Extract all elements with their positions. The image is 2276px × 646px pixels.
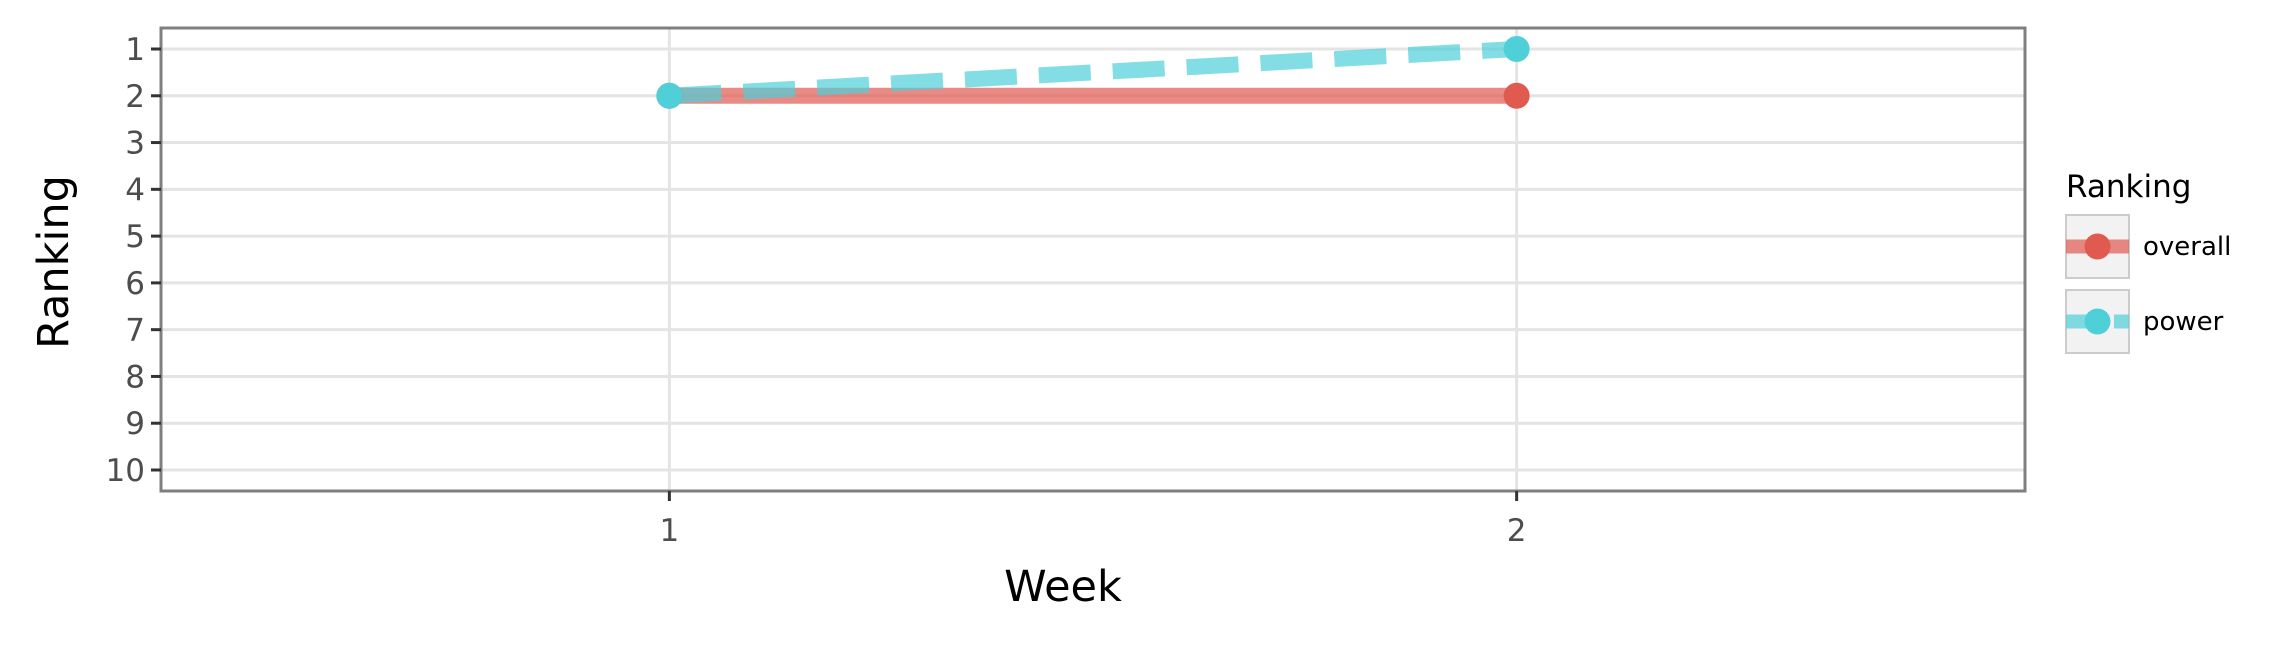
legend-label: power xyxy=(2143,307,2224,337)
series-line-power xyxy=(668,41,1518,104)
legend-key-point xyxy=(2084,308,2111,335)
legend-items: overall power xyxy=(2065,214,2231,354)
legend-label: overall xyxy=(2143,232,2231,262)
y-tick-label: 2 xyxy=(125,79,145,115)
y-tick-label: 5 xyxy=(125,219,145,255)
y-tick-label: 9 xyxy=(125,406,145,442)
legend-title: Ranking xyxy=(2066,169,2191,205)
y-tick-label: 6 xyxy=(125,266,145,302)
point-overall xyxy=(1503,82,1530,109)
data-points xyxy=(656,36,1530,109)
y-tick-label: 3 xyxy=(125,126,145,162)
y-axis-ticks: 1 2 3 4 5 6 7 8 9 10 xyxy=(106,32,161,489)
legend: Ranking overall power xyxy=(2065,169,2231,354)
point-power xyxy=(656,82,683,109)
legend-key-point xyxy=(2084,233,2111,260)
y-tick-label: 1 xyxy=(125,32,145,68)
y-tick-label: 7 xyxy=(125,313,145,349)
x-tick-label: 1 xyxy=(659,513,679,549)
y-axis-label: Ranking xyxy=(29,175,79,349)
y-tick-label: 10 xyxy=(106,453,145,489)
y-tick-label: 4 xyxy=(125,172,145,208)
plot-panel xyxy=(161,28,2025,491)
legend-item-overall: overall xyxy=(2065,214,2231,279)
x-tick-label: 2 xyxy=(1507,513,1527,549)
plot-border xyxy=(159,26,2027,493)
series-lines xyxy=(668,41,1518,104)
point-power xyxy=(1503,36,1530,62)
legend-item-power: power xyxy=(2065,289,2224,354)
x-axis-label: Week xyxy=(1004,562,1122,612)
y-tick-label: 8 xyxy=(125,359,145,395)
